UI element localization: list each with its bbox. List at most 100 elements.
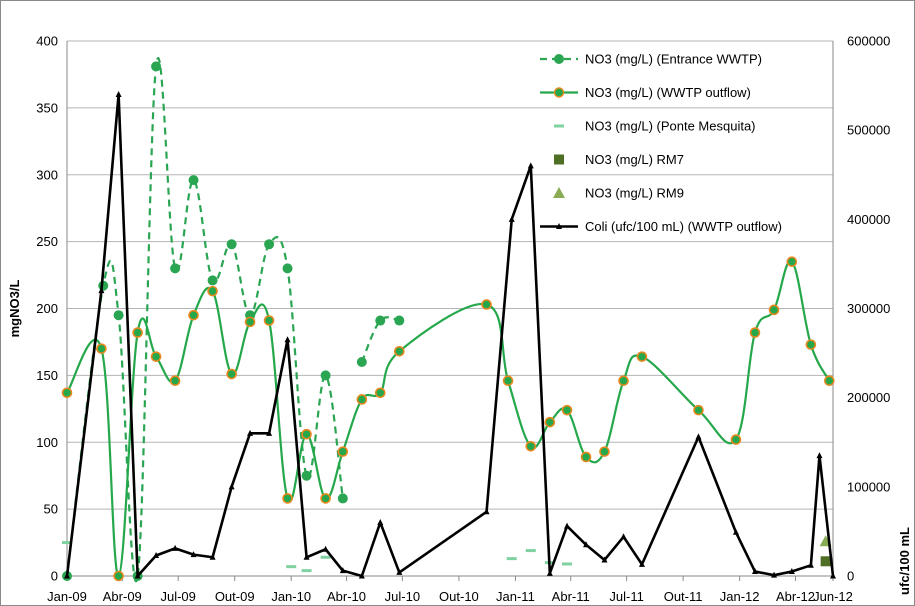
legend-item: Coli (ufc/100 mL) (WWTP outflow) bbox=[540, 219, 782, 234]
grid-layer bbox=[67, 40, 833, 510]
data-point bbox=[113, 570, 124, 582]
data-point bbox=[188, 175, 199, 186]
data-point bbox=[322, 545, 329, 552]
data-point bbox=[320, 370, 331, 381]
legend-item: NO3 (mg/L) RM7 bbox=[554, 152, 684, 167]
data-point bbox=[209, 553, 216, 560]
legend-marker bbox=[554, 54, 564, 64]
data-point bbox=[226, 239, 237, 250]
data-point bbox=[358, 572, 365, 579]
data-point bbox=[824, 375, 835, 387]
y2-tick-label: 100000 bbox=[847, 479, 890, 494]
x-tick-label: Abr-12 bbox=[776, 589, 815, 604]
x-tick-label: Jul-09 bbox=[160, 589, 195, 604]
legend-label: Coli (ufc/100 mL) (WWTP outflow) bbox=[585, 219, 782, 234]
data-point bbox=[580, 451, 592, 463]
data-point bbox=[374, 387, 386, 399]
data-point bbox=[263, 315, 275, 326]
data-point bbox=[508, 215, 515, 222]
data-point bbox=[282, 263, 293, 274]
legend-label: NO3 (mg/L) (Entrance WWTP) bbox=[585, 52, 762, 67]
series-1 bbox=[61, 256, 835, 582]
y-tick-label: 350 bbox=[36, 100, 58, 115]
data-point bbox=[601, 556, 608, 563]
data-point bbox=[807, 561, 814, 568]
data-point bbox=[207, 285, 218, 297]
data-point bbox=[749, 327, 761, 338]
data-point bbox=[244, 316, 256, 328]
x-tick-label: Abr-10 bbox=[327, 589, 366, 604]
data-point bbox=[303, 553, 310, 560]
data-point bbox=[544, 416, 556, 428]
legend-label: NO3 (mg/L) RM7 bbox=[585, 152, 684, 167]
data-point bbox=[546, 569, 553, 576]
data-point bbox=[377, 519, 384, 525]
data-point bbox=[188, 309, 199, 321]
data-point bbox=[98, 287, 105, 294]
data-point bbox=[768, 304, 780, 316]
data-point bbox=[583, 541, 590, 548]
legend-item: NO3 (mg/L) (Ponte Mesquita) bbox=[554, 119, 756, 134]
data-point bbox=[816, 452, 823, 459]
series-line bbox=[65, 93, 835, 578]
data-point bbox=[150, 351, 162, 362]
legend-label: NO3 (mg/L) RM9 bbox=[585, 186, 684, 201]
data-point bbox=[62, 541, 72, 545]
data-point bbox=[228, 483, 235, 490]
y-tick-label: 250 bbox=[36, 234, 58, 249]
data-point bbox=[153, 551, 160, 558]
data-point bbox=[564, 522, 571, 529]
legend-symbol bbox=[540, 87, 578, 98]
legend-marker bbox=[553, 87, 565, 98]
data-point bbox=[620, 533, 627, 540]
y2-tick-label: 300000 bbox=[847, 301, 890, 316]
data-point bbox=[339, 567, 346, 574]
legend-label: NO3 (mg/L) (Ponte Mesquita) bbox=[585, 119, 756, 134]
y-tick-label: 300 bbox=[36, 167, 58, 182]
data-point bbox=[337, 493, 348, 504]
x-tick-label: Jul-10 bbox=[385, 589, 420, 604]
y-tick-label: 0 bbox=[51, 569, 58, 584]
series-5 bbox=[64, 91, 836, 579]
y-tick-label: 150 bbox=[36, 368, 58, 383]
legend-marker bbox=[556, 223, 562, 229]
x-tick-label: Jan-12 bbox=[720, 589, 760, 604]
data-point bbox=[375, 315, 386, 326]
legend-symbol bbox=[553, 187, 565, 198]
axis-layer: 0 50 100 150 200 250 300 350 400 0 100000 200000 300… bbox=[36, 34, 890, 605]
data-point bbox=[527, 162, 534, 169]
y2-tick-label: 400000 bbox=[847, 212, 890, 227]
data-point bbox=[771, 571, 778, 578]
data-point bbox=[169, 375, 181, 387]
data-point bbox=[337, 446, 349, 457]
y-tick-label: 400 bbox=[36, 34, 58, 49]
x-tick-label: Abr-09 bbox=[103, 589, 142, 604]
data-point bbox=[301, 428, 312, 440]
data-point bbox=[618, 375, 629, 387]
y-axis-title: mgNO3/L bbox=[7, 280, 22, 338]
x-tick-label: Out-11 bbox=[664, 589, 703, 604]
data-point bbox=[636, 351, 648, 362]
data-point bbox=[830, 572, 836, 579]
series-layer bbox=[61, 56, 836, 582]
data-point bbox=[730, 434, 742, 445]
legend-symbol bbox=[554, 154, 564, 165]
x-tick-label: Abr-11 bbox=[552, 589, 590, 604]
legend-symbol bbox=[540, 223, 578, 229]
data-point bbox=[264, 239, 275, 250]
data-point bbox=[786, 256, 798, 267]
data-point bbox=[356, 394, 368, 405]
data-point bbox=[190, 551, 197, 558]
data-point bbox=[132, 327, 143, 338]
data-point bbox=[115, 91, 122, 97]
data-point bbox=[525, 549, 536, 553]
data-point bbox=[286, 565, 297, 569]
data-point bbox=[64, 572, 70, 579]
data-point bbox=[320, 493, 331, 504]
data-point bbox=[170, 263, 181, 274]
data-point bbox=[320, 555, 331, 559]
y2-tick-label: 500000 bbox=[847, 123, 890, 138]
data-point bbox=[695, 433, 702, 440]
